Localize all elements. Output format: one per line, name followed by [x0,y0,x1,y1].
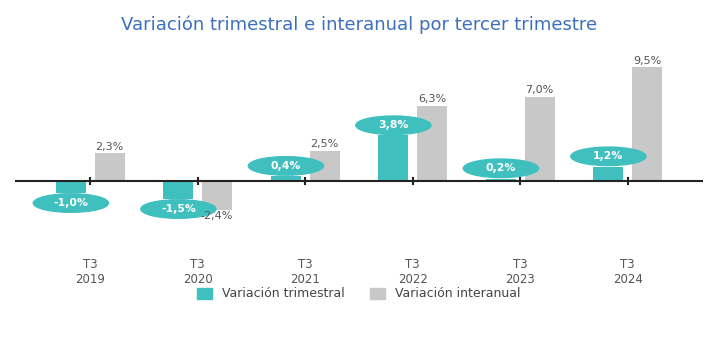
Text: 0,4%: 0,4% [271,161,301,171]
Text: 1,2%: 1,2% [593,151,624,161]
Bar [271,176,301,181]
Ellipse shape [248,157,324,175]
Ellipse shape [141,200,216,218]
Title: Variación trimestral e interanual por tercer trimestre: Variación trimestral e interanual por te… [121,15,597,33]
Ellipse shape [33,194,108,212]
Bar [309,151,340,181]
Bar [95,154,125,181]
Text: 7,0%: 7,0% [526,85,554,95]
Bar [486,179,516,181]
Text: 6,3%: 6,3% [418,94,446,104]
Bar [164,181,193,199]
Text: 2,3%: 2,3% [95,142,123,152]
Ellipse shape [571,147,646,166]
Text: 3,8%: 3,8% [378,120,409,130]
Bar [632,67,662,181]
Text: 0,2%: 0,2% [485,163,516,173]
Ellipse shape [356,116,431,135]
Bar [417,106,447,181]
Text: -1,5%: -1,5% [161,204,196,214]
Legend: Variación trimestral, Variación interanual: Variación trimestral, Variación interanu… [192,282,526,305]
Ellipse shape [463,159,538,178]
Text: -2,4%: -2,4% [201,211,233,221]
Bar [56,181,86,193]
Bar [593,167,623,181]
Bar [525,97,554,181]
Text: -1,0%: -1,0% [53,198,88,208]
Text: 9,5%: 9,5% [633,56,661,65]
Bar [202,181,232,209]
Bar [378,135,409,181]
Text: 2,5%: 2,5% [310,139,339,149]
